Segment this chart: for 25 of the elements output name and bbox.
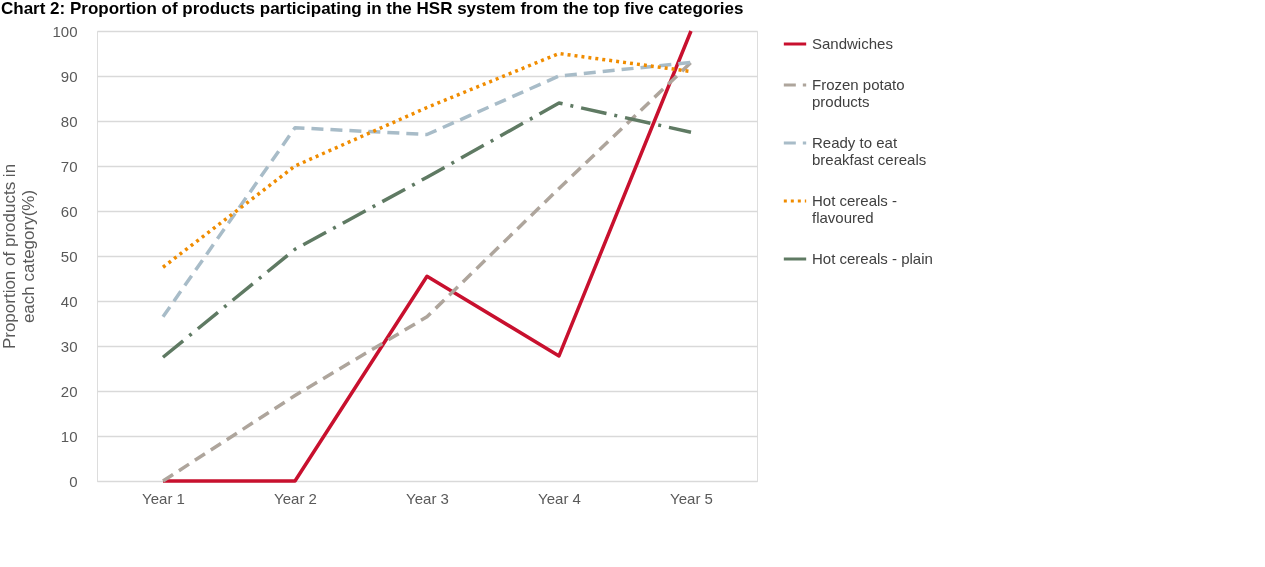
- y-tick-label: 70: [60, 157, 78, 175]
- legend-label: Hot cereals - flavoured: [812, 192, 898, 226]
- legend-label: Hot cereals - plain: [812, 250, 933, 267]
- y-tick-label: 40: [60, 292, 78, 310]
- y-tick-label: 100: [52, 22, 78, 40]
- x-tick-label: Year 2: [274, 489, 317, 507]
- chart-title: Chart 2: Proportion of products participating in the HSR system from the top five categories: [0, 0, 744, 18]
- y-tick-label: 90: [60, 67, 78, 85]
- y-tick-label: 50: [60, 247, 78, 265]
- x-tick-label: Year 1: [142, 489, 185, 507]
- legend-label: Sandwiches: [812, 35, 893, 52]
- legend-label: Frozen potato products: [812, 76, 905, 110]
- legend-label: Ready to eat breakfast cereals: [812, 134, 927, 168]
- y-tick-label: 20: [60, 382, 78, 400]
- y-tick-label: 10: [60, 427, 78, 445]
- line-series: [161, 101, 693, 359]
- y-tick-label: 30: [60, 337, 78, 355]
- line-series: [161, 60, 693, 319]
- y-axis-title: Proportion of products in each category(%): [0, 163, 39, 350]
- x-tick-label: Year 5: [670, 489, 713, 507]
- y-tick-label: 60: [60, 202, 78, 220]
- y-tick-label: 0: [69, 472, 78, 490]
- x-tick-label: Year 3: [406, 489, 449, 507]
- y-tick-label: 80: [60, 112, 78, 130]
- x-tick-label: Year 4: [538, 489, 581, 507]
